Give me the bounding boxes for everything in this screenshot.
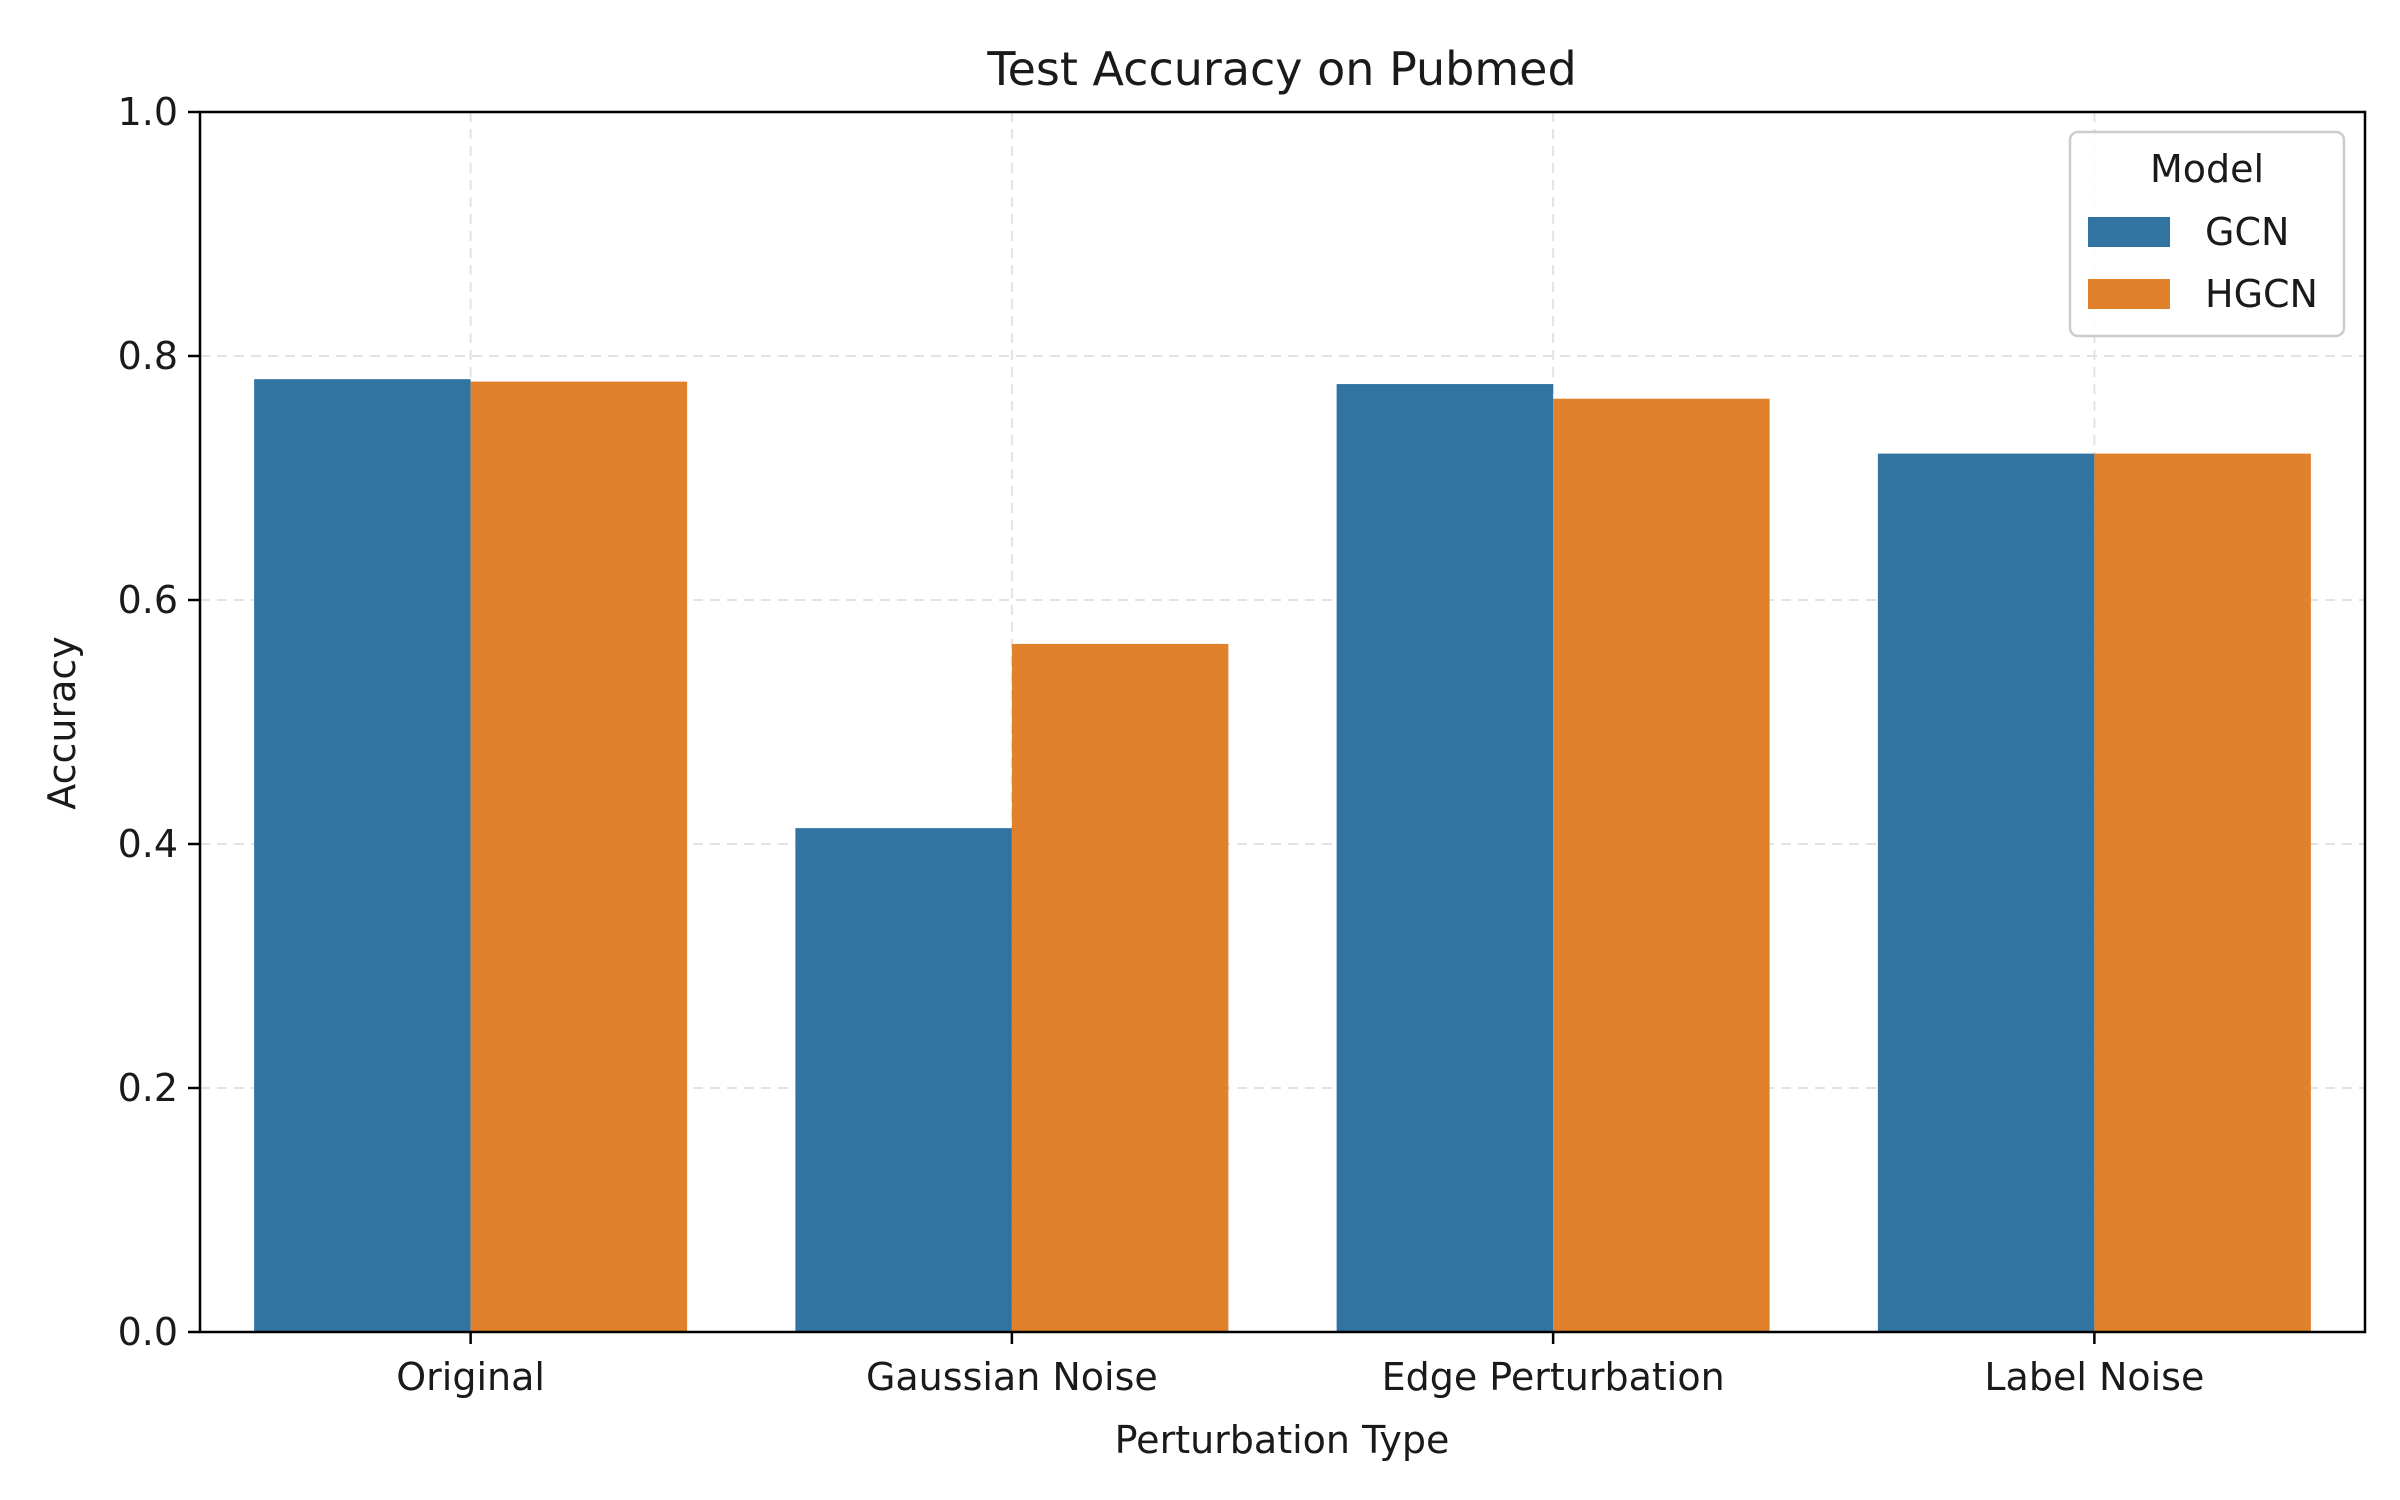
x-tick-label: Edge Perturbation (1382, 1355, 1725, 1399)
y-axis-label: Accuracy (40, 636, 84, 810)
bar-gcn-original (254, 379, 471, 1332)
bar-gcn-edge-perturbation (1336, 384, 1554, 1332)
bar-gcn-gaussian-noise (795, 828, 1012, 1332)
bar-hgcn-edge-perturbation (1553, 398, 1770, 1332)
y-tick-label: 0.8 (118, 334, 178, 378)
y-tick-label: 0.2 (118, 1066, 178, 1110)
legend-entries: GCN HGCN (2088, 210, 2318, 316)
legend: Model GCN HGCN (2068, 130, 2346, 338)
axes-layer: 0.0 0.2 0.4 0.6 0.8 1.0 Original Gaussian Noise… (118, 90, 2205, 1399)
bar-hgcn-label-noise (2094, 453, 2311, 1333)
bars-layer (254, 379, 2311, 1333)
x-tick-label: Label Noise (1984, 1355, 2204, 1399)
bar-hgcn-gaussian-noise (1011, 643, 1229, 1332)
y-tick-label: 1.0 (118, 90, 178, 134)
y-tick-label: 0.4 (118, 822, 178, 866)
chart-title: Test Accuracy on Pubmed (986, 42, 1576, 96)
y-tick-label: 0.0 (118, 1310, 178, 1354)
x-tick-label: Original (396, 1355, 545, 1399)
legend-label-gcn: GCN (2205, 210, 2289, 254)
legend-title: Model (2150, 147, 2264, 191)
legend-swatch-gcn (2088, 217, 2170, 247)
x-axis-label: Perturbation Type (1115, 1418, 1450, 1462)
legend-label-hgcn: HGCN (2205, 272, 2318, 316)
x-tick-label: Gaussian Noise (866, 1355, 1158, 1399)
bar-hgcn-original (470, 381, 688, 1332)
legend-swatch-hgcn (2088, 279, 2170, 309)
plot-frame (198, 110, 2367, 1334)
bar-gcn-label-noise (1877, 453, 2095, 1333)
y-tick-label: 0.6 (118, 578, 178, 622)
